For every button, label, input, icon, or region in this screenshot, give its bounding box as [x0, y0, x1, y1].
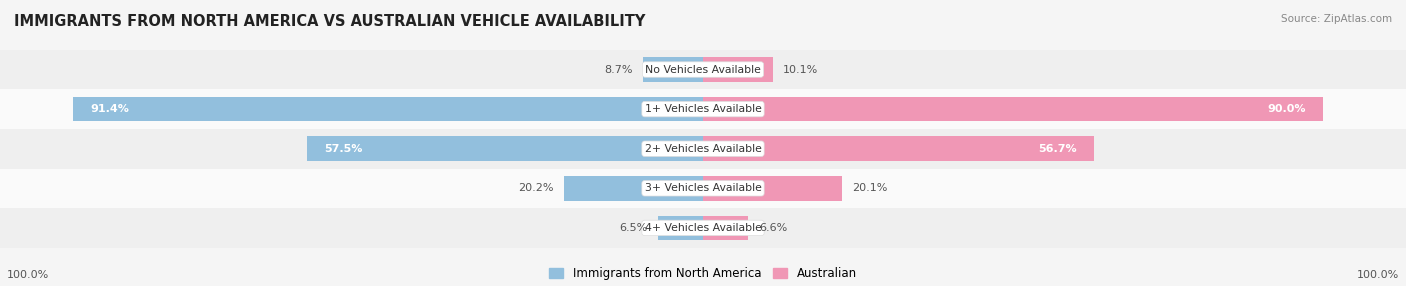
Bar: [564, 176, 703, 200]
Text: No Vehicles Available: No Vehicles Available: [645, 65, 761, 75]
Text: 8.7%: 8.7%: [605, 65, 633, 75]
Text: 1+ Vehicles Available: 1+ Vehicles Available: [644, 104, 762, 114]
Bar: [703, 57, 773, 82]
Text: 6.6%: 6.6%: [759, 223, 787, 233]
Text: 56.7%: 56.7%: [1038, 144, 1077, 154]
Bar: [703, 216, 748, 240]
Bar: [658, 216, 703, 240]
Bar: [703, 176, 842, 200]
Bar: [0, 168, 1406, 208]
Legend: Immigrants from North America, Australian: Immigrants from North America, Australia…: [550, 267, 856, 280]
Bar: [703, 97, 1323, 121]
Text: 100.0%: 100.0%: [1357, 270, 1399, 279]
Bar: [0, 129, 1406, 168]
Text: 90.0%: 90.0%: [1268, 104, 1306, 114]
Bar: [643, 57, 703, 82]
Text: 10.1%: 10.1%: [783, 65, 818, 75]
Text: 57.5%: 57.5%: [323, 144, 363, 154]
Bar: [73, 97, 703, 121]
Text: 20.1%: 20.1%: [852, 183, 887, 193]
Bar: [0, 50, 1406, 89]
Bar: [703, 136, 1094, 161]
Bar: [0, 208, 1406, 248]
Text: 100.0%: 100.0%: [7, 270, 49, 279]
Text: 3+ Vehicles Available: 3+ Vehicles Available: [644, 183, 762, 193]
Text: Source: ZipAtlas.com: Source: ZipAtlas.com: [1281, 14, 1392, 24]
Bar: [307, 136, 703, 161]
Text: 2+ Vehicles Available: 2+ Vehicles Available: [644, 144, 762, 154]
Text: IMMIGRANTS FROM NORTH AMERICA VS AUSTRALIAN VEHICLE AVAILABILITY: IMMIGRANTS FROM NORTH AMERICA VS AUSTRAL…: [14, 14, 645, 29]
Text: 6.5%: 6.5%: [620, 223, 648, 233]
Text: 4+ Vehicles Available: 4+ Vehicles Available: [644, 223, 762, 233]
Bar: [0, 89, 1406, 129]
Text: 91.4%: 91.4%: [90, 104, 129, 114]
Text: 20.2%: 20.2%: [517, 183, 554, 193]
